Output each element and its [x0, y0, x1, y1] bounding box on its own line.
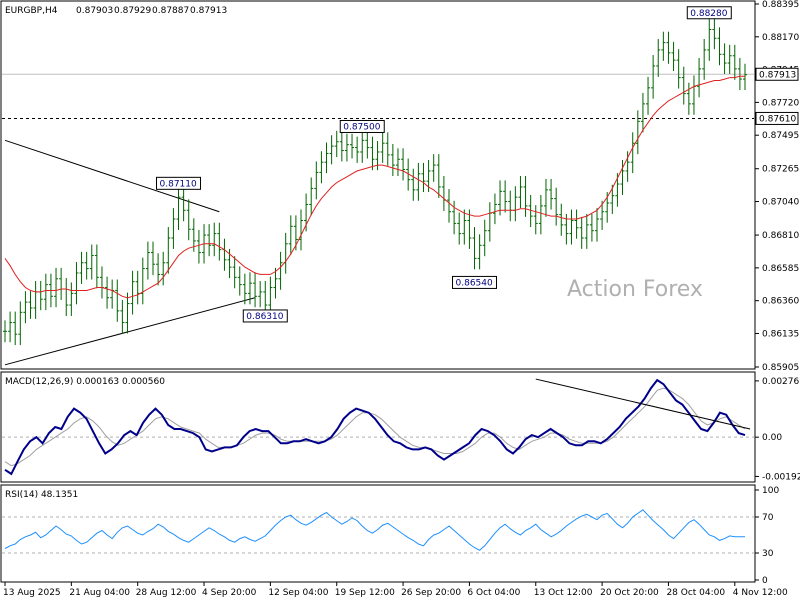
- time-tick-label: 28 Oct 04:00: [666, 588, 725, 598]
- macd-signal-line: [4, 387, 746, 467]
- macd-trend-line: [535, 378, 751, 430]
- price-tick-label: 0.87265: [762, 165, 799, 175]
- price-levels: [2, 73, 754, 119]
- price-tick-label: 0.86810: [762, 231, 799, 241]
- price-annotations: 0.87110 0.86310 0.87500 0.86540 0.88280: [156, 6, 732, 323]
- time-tick-label: 12 Sep 04:00: [268, 588, 328, 598]
- macd-panel: 0.00276 0.00 -0.001925: [2, 377, 800, 482]
- time-tick-label: 13 Aug 2025: [3, 588, 61, 598]
- time-tick-label: 13 Oct 12:00: [534, 588, 593, 598]
- time-tick-label: 28 Aug 12:00: [136, 588, 197, 598]
- rsi-panel-frame: [0, 484, 756, 583]
- chart-header-symbol: EURGBP,H4: [5, 6, 58, 16]
- time-axis: 13 Aug 2025 21 Aug 04:00 28 Aug 12:00 4 Sep…: [1, 581, 788, 598]
- time-tick-label: 26 Sep 20:00: [401, 588, 461, 598]
- annotation-label: 0.86310: [246, 312, 283, 322]
- price-tick-label: 0.86360: [762, 297, 799, 307]
- annotation-box: [156, 176, 202, 190]
- watermark: Action Forex: [567, 277, 703, 302]
- rsi-tick-label: 70: [762, 513, 774, 523]
- price-tags: 0.87913 0.87610: [755, 67, 799, 125]
- chart-header-open: 0.87903: [76, 6, 113, 16]
- rsi-panel: 100 70 30 0: [2, 486, 779, 586]
- price-tick-label: 0.87040: [762, 198, 799, 208]
- time-tick-label: 6 Oct 04:00: [467, 588, 520, 598]
- annotation-label: 0.86540: [456, 278, 493, 288]
- price-tick-label: 0.88170: [762, 33, 799, 43]
- annotation-box: [242, 309, 288, 323]
- moving-average: [4, 75, 745, 299]
- time-tick-label: 19 Sep 12:00: [335, 588, 395, 598]
- annotation-label: 0.88280: [690, 9, 727, 19]
- price-tick-label: 0.87495: [762, 131, 799, 141]
- rsi-tick-label: 100: [762, 486, 779, 496]
- macd-header: MACD(12,26,9) 0.000163 0.000560: [5, 377, 165, 387]
- macd-line: [4, 378, 746, 476]
- annotation-box: [452, 275, 498, 289]
- price-tick-label: 0.86585: [762, 264, 799, 274]
- moving-average-line: [4, 75, 745, 299]
- trend-line-rising: [4, 297, 256, 366]
- macd-tick-label: -0.001925: [762, 472, 800, 482]
- price-bars: [3, 18, 747, 346]
- macd-tick-label: 0.00276: [762, 377, 799, 387]
- rsi-tick-label: 0: [762, 576, 768, 586]
- chart-header-low: 0.87887: [152, 6, 189, 16]
- chart-header-close: 0.87913: [190, 6, 227, 16]
- rsi-tick-label: 30: [762, 549, 774, 559]
- time-tick-label: 21 Aug 04:00: [69, 588, 130, 598]
- support-level-tag: [755, 111, 799, 125]
- price-tick-label: 0.88395: [762, 0, 799, 10]
- time-tick-label: 20 Oct 20:00: [600, 588, 659, 598]
- support-level-tag-label: 0.87610: [759, 114, 796, 124]
- price-axis: 0.883950.881700.879450.877200.874950.872…: [755, 0, 799, 373]
- current-price-tag-label: 0.87913: [759, 70, 796, 80]
- rsi-header: RSI(14) 48.1351: [5, 490, 78, 500]
- macd-tick-label: 0.00: [762, 433, 782, 443]
- time-tick-label: 4 Nov 12:00: [733, 588, 788, 598]
- price-tick-label: 0.87720: [762, 98, 799, 108]
- current-price-tag: [755, 67, 799, 81]
- annotation-box: [339, 119, 385, 133]
- macd-panel-frame: [0, 371, 756, 483]
- time-tick-label: 4 Sep 20:00: [202, 588, 257, 598]
- chart-header-high: 0.87929: [114, 6, 151, 16]
- rsi-line: [4, 509, 745, 551]
- price-tick-label: 0.85905: [762, 363, 799, 373]
- main-panel-frame: [0, 0, 756, 370]
- annotation-label: 0.87500: [343, 122, 380, 132]
- price-tick-label: 0.86135: [762, 329, 799, 339]
- annotation-label: 0.87110: [160, 179, 197, 189]
- annotation-box: [686, 6, 732, 20]
